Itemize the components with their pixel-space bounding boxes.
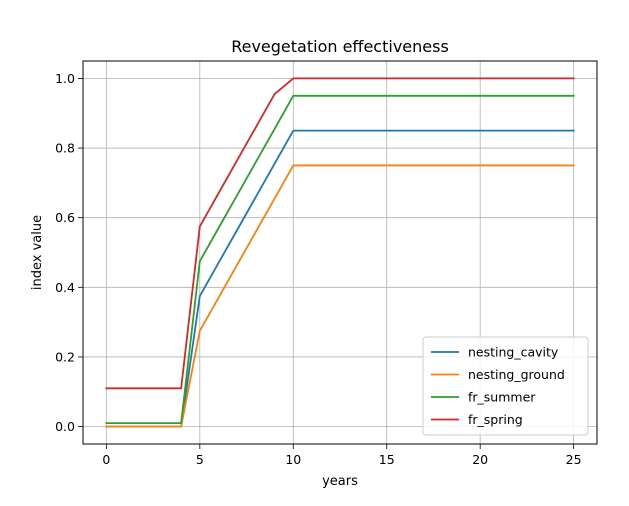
legend-label: fr_spring bbox=[468, 412, 523, 427]
y-tick-label: 0.6 bbox=[55, 210, 75, 225]
legend-label: nesting_cavity bbox=[468, 345, 559, 360]
x-axis-ticks: 0 5 10 15 20 25 bbox=[102, 444, 582, 467]
series-lines bbox=[105, 77, 575, 428]
legend-box bbox=[422, 336, 589, 436]
plot-frame bbox=[82, 60, 598, 445]
x-tick-label: 0 bbox=[102, 452, 110, 467]
y-tick-label: 1.0 bbox=[55, 71, 75, 86]
x-tick-label: 15 bbox=[379, 452, 395, 467]
series-line-fr-summer bbox=[105, 94, 575, 425]
y-tick-label: 0.8 bbox=[55, 141, 75, 156]
x-tick-label: 5 bbox=[196, 452, 204, 467]
y-axis-ticks: 0.0 0.2 0.4 0.6 0.8 1.0 bbox=[55, 71, 83, 434]
y-tick-label: 0.4 bbox=[55, 280, 75, 295]
series-line-nesting-ground bbox=[105, 164, 575, 428]
grid-lines bbox=[83, 61, 597, 444]
y-tick-label: 0.2 bbox=[55, 349, 75, 364]
legend-label: fr_summer bbox=[468, 390, 536, 405]
x-axis-label: years bbox=[322, 474, 358, 489]
x-tick-label: 25 bbox=[566, 452, 582, 467]
y-axis-label: index value bbox=[30, 215, 45, 290]
series-line-nesting-cavity bbox=[105, 129, 575, 428]
x-tick-label: 20 bbox=[472, 452, 488, 467]
y-tick-label: 0.0 bbox=[55, 419, 75, 434]
chart-title: Revegetation effectiveness bbox=[231, 37, 449, 56]
legend: nesting_cavity nesting_ground fr_summer fr_… bbox=[422, 336, 589, 436]
x-tick-label: 10 bbox=[285, 452, 301, 467]
legend-label: nesting_ground bbox=[468, 367, 565, 382]
series-line-fr-spring bbox=[105, 77, 575, 390]
